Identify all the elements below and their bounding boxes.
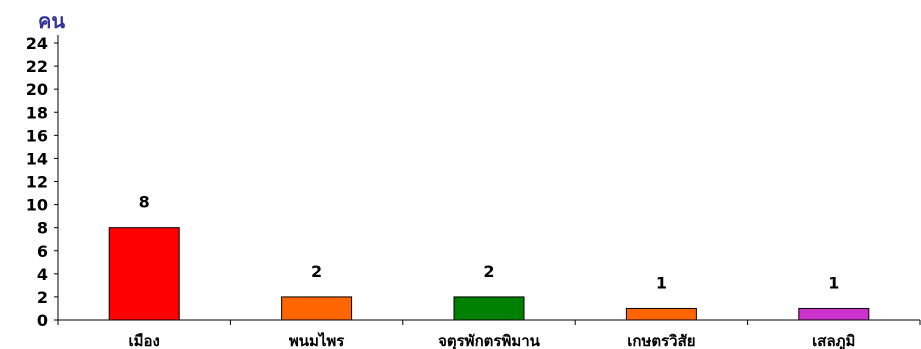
y-tick-label: 10 [26,196,48,215]
data-label: 2 [483,262,494,281]
y-axis-unit-label: คน [38,9,65,33]
category-label: เสลภูมิ [812,332,855,349]
data-label: 1 [828,273,839,292]
y-tick-label: 0 [37,311,48,330]
y-tick-label: 12 [26,173,48,192]
y-tick-label: 2 [37,288,48,307]
data-label: 2 [311,262,322,281]
y-tick-label: 16 [26,126,48,145]
bar [453,296,525,321]
y-tick-label: 8 [37,219,48,238]
data-label: 1 [656,273,667,292]
category-label: เมือง [129,332,160,349]
bar [108,227,180,321]
y-tick-label: 6 [37,242,48,261]
category-label: จตุรพักตรพิมาน [438,332,541,349]
category-label: เกษตรวิสัย [627,332,695,349]
bar [798,307,870,321]
y-tick-label: 22 [26,57,48,76]
bars [108,227,870,321]
y-tick-label: 14 [26,149,48,168]
y-tick-label: 24 [26,34,48,53]
y-tick-label: 4 [37,265,48,284]
y-tick-label: 20 [26,80,48,99]
category-label: พนมไพร [289,331,345,349]
data-label: 8 [139,193,150,212]
bar [625,307,697,321]
y-tick-label: 18 [26,103,48,122]
bar [281,296,353,321]
x-ticks [57,320,921,325]
category-labels: เมือง พนมไพร จตุรพักตรพิมาน เกษตรวิสัย เสลภู… [129,331,856,349]
data-labels: 8 2 2 1 1 [139,193,840,293]
